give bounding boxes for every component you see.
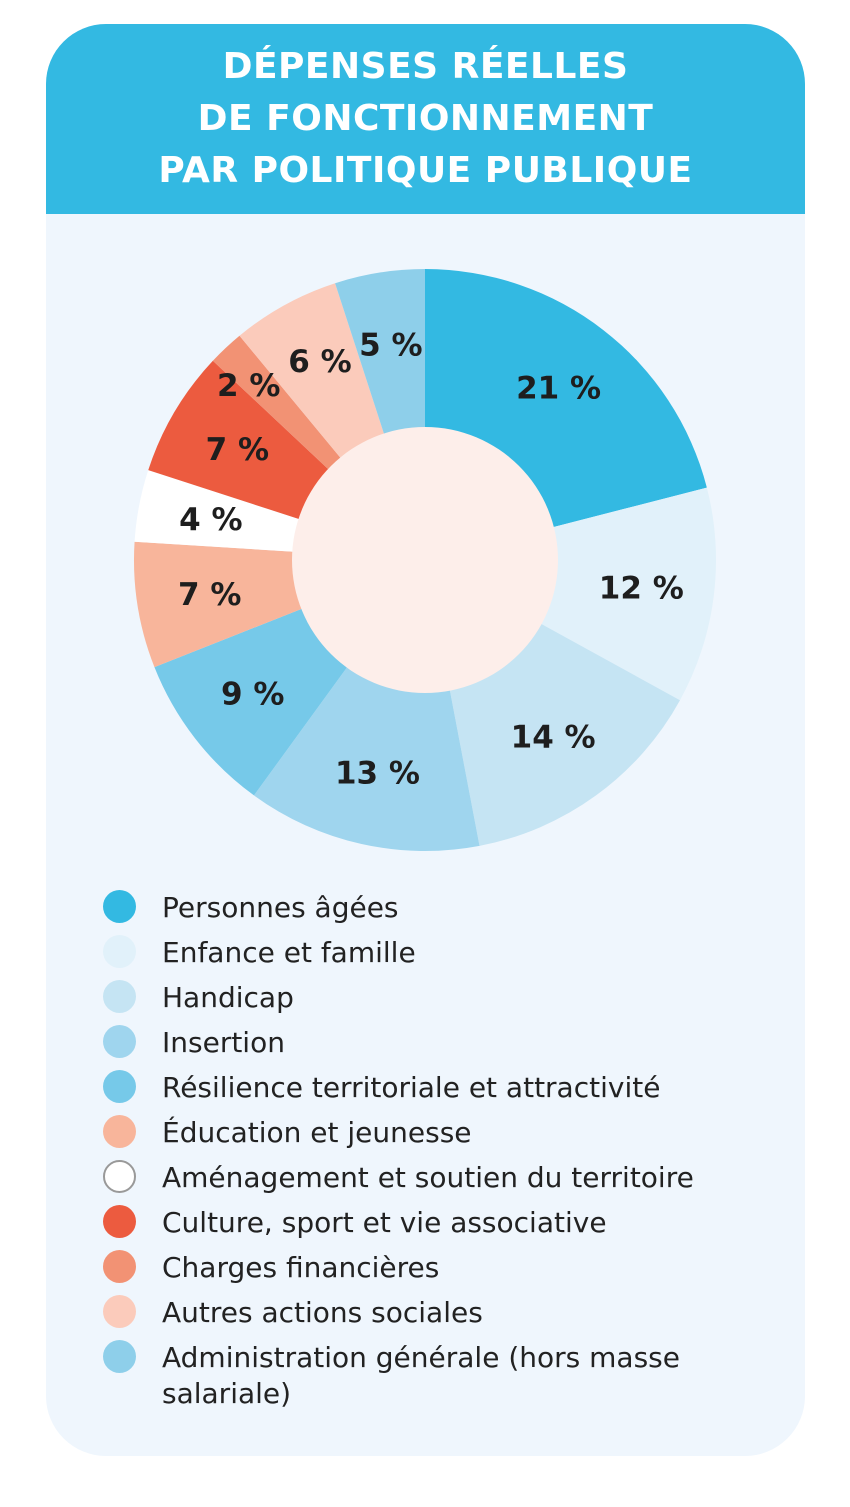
legend-swatch <box>103 1295 136 1328</box>
legend-label: Handicap <box>162 981 294 1014</box>
legend-swatch <box>103 1115 136 1148</box>
legend-label: Aménagement et soutien du territoire <box>162 1161 694 1194</box>
slice-2 <box>425 487 717 701</box>
data-label-4: 13 % <box>335 756 420 792</box>
data-label-6: 7 % <box>178 577 241 613</box>
legend-swatch <box>103 1340 136 1373</box>
legend-item: Enfance et famille <box>103 935 783 971</box>
legend-swatch <box>103 1070 136 1103</box>
legend-item: Autres actions sociales <box>103 1295 783 1331</box>
legend-label: Éducation et jeunesse <box>162 1116 472 1149</box>
donut-center <box>292 427 558 693</box>
title-line-3: PAR POLITIQUE PUBLIQUE <box>158 150 693 191</box>
title-line-1: DÉPENSES RÉELLES <box>222 46 629 87</box>
legend-swatch <box>103 1205 136 1238</box>
legend-item: Éducation et jeunesse <box>103 1115 783 1151</box>
legend: Personnes âgées Enfance et famille Handica… <box>103 890 783 1421</box>
legend-item: Résilience territoriale et attractivité <box>103 1070 783 1106</box>
data-label-5: 9 % <box>221 677 284 713</box>
legend-item: Insertion <box>103 1025 783 1061</box>
legend-label: Enfance et famille <box>162 936 416 969</box>
data-label-11: 5 % <box>359 328 422 364</box>
legend-swatch <box>103 1025 136 1058</box>
legend-label: Insertion <box>162 1026 285 1059</box>
legend-item: Administration générale (hors masse sala… <box>103 1340 783 1412</box>
title-line-2: DE FONCTIONNEMENT <box>197 98 654 139</box>
legend-label: Personnes âgées <box>162 891 399 924</box>
legend-item: Aménagement et soutien du territoire <box>103 1160 783 1196</box>
chart-card: DÉPENSES RÉELLES DE FONCTIONNEMENT PAR P… <box>46 24 805 1456</box>
legend-label: Charges financières <box>162 1251 440 1284</box>
legend-swatch <box>103 980 136 1013</box>
donut-chart: 21 % 12 % 14 % 13 % 9 % 7 % 4 % 7 % 2 %6 % 5 % <box>134 269 717 851</box>
data-label-10: 6 % <box>288 344 351 380</box>
legend-item: Personnes âgées <box>103 890 783 926</box>
legend-swatch <box>103 890 136 923</box>
legend-label: Autres actions sociales <box>162 1296 483 1329</box>
data-label-9: 2 % <box>217 368 280 404</box>
legend-swatch <box>103 1160 136 1193</box>
legend-swatch <box>103 935 136 968</box>
data-label-1: 21 % <box>516 371 601 407</box>
data-label-2: 12 % <box>599 570 684 606</box>
data-label-8: 7 % <box>206 432 269 468</box>
data-label-3: 14 % <box>511 719 596 755</box>
legend-label: Résilience territoriale et attractivité <box>162 1071 661 1104</box>
legend-item: Culture, sport et vie associative <box>103 1205 783 1241</box>
data-label-7: 4 % <box>179 502 242 538</box>
legend-label: Administration générale (hors masse sala… <box>162 1341 680 1410</box>
legend-item: Handicap <box>103 980 783 1016</box>
chart-header: DÉPENSES RÉELLES DE FONCTIONNEMENT PAR P… <box>46 24 805 214</box>
legend-swatch <box>103 1250 136 1283</box>
legend-label: Culture, sport et vie associative <box>162 1206 607 1239</box>
legend-item: Charges financières <box>103 1250 783 1286</box>
